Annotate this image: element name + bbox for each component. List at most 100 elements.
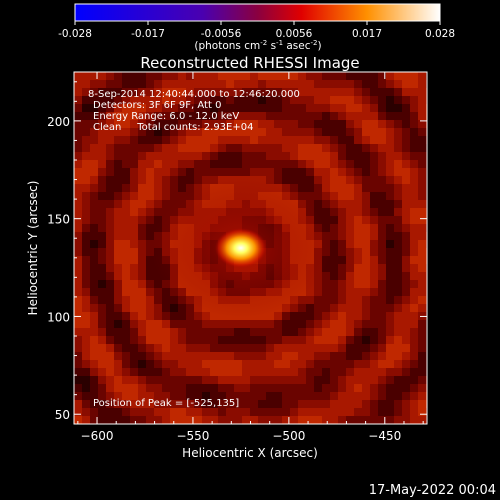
heatmap-cell [346,304,354,312]
heatmap-cell [202,360,210,368]
heatmap-cell [210,384,218,392]
heatmap-cell [90,288,98,296]
heatmap-cell [418,280,426,288]
heatmap-cell [354,144,362,152]
heatmap-cell [194,416,202,424]
heatmap-cell [234,96,242,104]
heatmap-cell [154,320,162,328]
heatmap-cell [210,328,218,336]
heatmap-cell [386,304,394,312]
heatmap-cell [282,88,290,96]
heatmap-cell [74,152,82,160]
heatmap-cell [194,312,202,320]
heatmap-cell [202,104,210,112]
heatmap-cell [314,344,322,352]
heatmap-cell [274,152,282,160]
heatmap-cell [138,112,146,120]
heatmap-cell [306,136,314,144]
x-tick-label: −450 [368,429,401,443]
heatmap-cell [418,112,426,120]
heatmap-cell [378,128,386,136]
heatmap-cell [410,232,418,240]
heatmap-cell [74,232,82,240]
heatmap-cell [362,216,370,224]
heatmap-cell [210,400,218,408]
heatmap-cell [186,408,194,416]
heatmap-cell [322,184,330,192]
heatmap-cell [234,400,242,408]
heatmap-cell [122,160,130,168]
heatmap-cell [122,216,130,224]
heatmap-cell [314,160,322,168]
heatmap-cell [338,208,346,216]
heatmap-cell [322,216,330,224]
heatmap-cell [322,96,330,104]
heatmap-cell [330,224,338,232]
heatmap-cell [354,376,362,384]
heatmap-cell [130,224,138,232]
heatmap-cell [298,312,306,320]
heatmap-cell [418,368,426,376]
heatmap-cell [130,376,138,384]
heatmap-cell [90,400,98,408]
heatmap-cell [242,72,250,80]
heatmap-cell [418,384,426,392]
heatmap-cell [242,360,250,368]
heatmap-cell [314,336,322,344]
heatmap-cell [114,112,122,120]
heatmap-cell [130,184,138,192]
heatmap-cell [362,304,370,312]
heatmap-cell [362,200,370,208]
heatmap-cell [282,120,290,128]
heatmap-cell [114,120,122,128]
heatmap-cell [378,264,386,272]
heatmap-cell [418,136,426,144]
heatmap-cell [194,80,202,88]
heatmap-cell [154,416,162,424]
heatmap-cell [402,128,410,136]
heatmap-cell [122,360,130,368]
heatmap-cell [346,256,354,264]
heatmap-cell [226,144,234,152]
heatmap-cell [298,368,306,376]
heatmap-cell [298,136,306,144]
heatmap-cell [242,136,250,144]
heatmap-cell [386,280,394,288]
heatmap-cell [114,184,122,192]
heatmap-cell [290,152,298,160]
heatmap-cell [394,360,402,368]
heatmap-cell [370,376,378,384]
heatmap-cell [290,96,298,104]
heatmap-cell [378,376,386,384]
heatmap-cell [314,120,322,128]
heatmap-cell [362,120,370,128]
heatmap-cell [418,288,426,296]
heatmap-cell [250,72,258,80]
heatmap-cell [90,192,98,200]
colorbar-ticks: -0.028 -0.017 -0.0056 0.0056 0.017 0.028 [58,21,455,40]
heatmap-cell [154,136,162,144]
heatmap-cell [146,328,154,336]
heatmap-cell [330,144,338,152]
heatmap-cell [378,392,386,400]
heatmap-cell [186,416,194,424]
heatmap-cell [370,416,378,424]
heatmap-cell [82,224,90,232]
heatmap-cell [154,368,162,376]
heatmap-cell [274,344,282,352]
heatmap-cell [346,200,354,208]
heatmap-cell [354,192,362,200]
heatmap-cell [130,296,138,304]
heatmap-cell [202,392,210,400]
heatmap-cell [354,112,362,120]
heatmap-cell [362,360,370,368]
heatmap-cell [226,408,234,416]
heatmap-cell [154,104,162,112]
heatmap-cell [338,304,346,312]
heatmap-cell [186,112,194,120]
heatmap-cell [178,104,186,112]
heatmap-cell [258,376,266,384]
heatmap-cell [234,80,242,88]
heatmap-cell [194,376,202,384]
heatmap-cell [418,216,426,224]
